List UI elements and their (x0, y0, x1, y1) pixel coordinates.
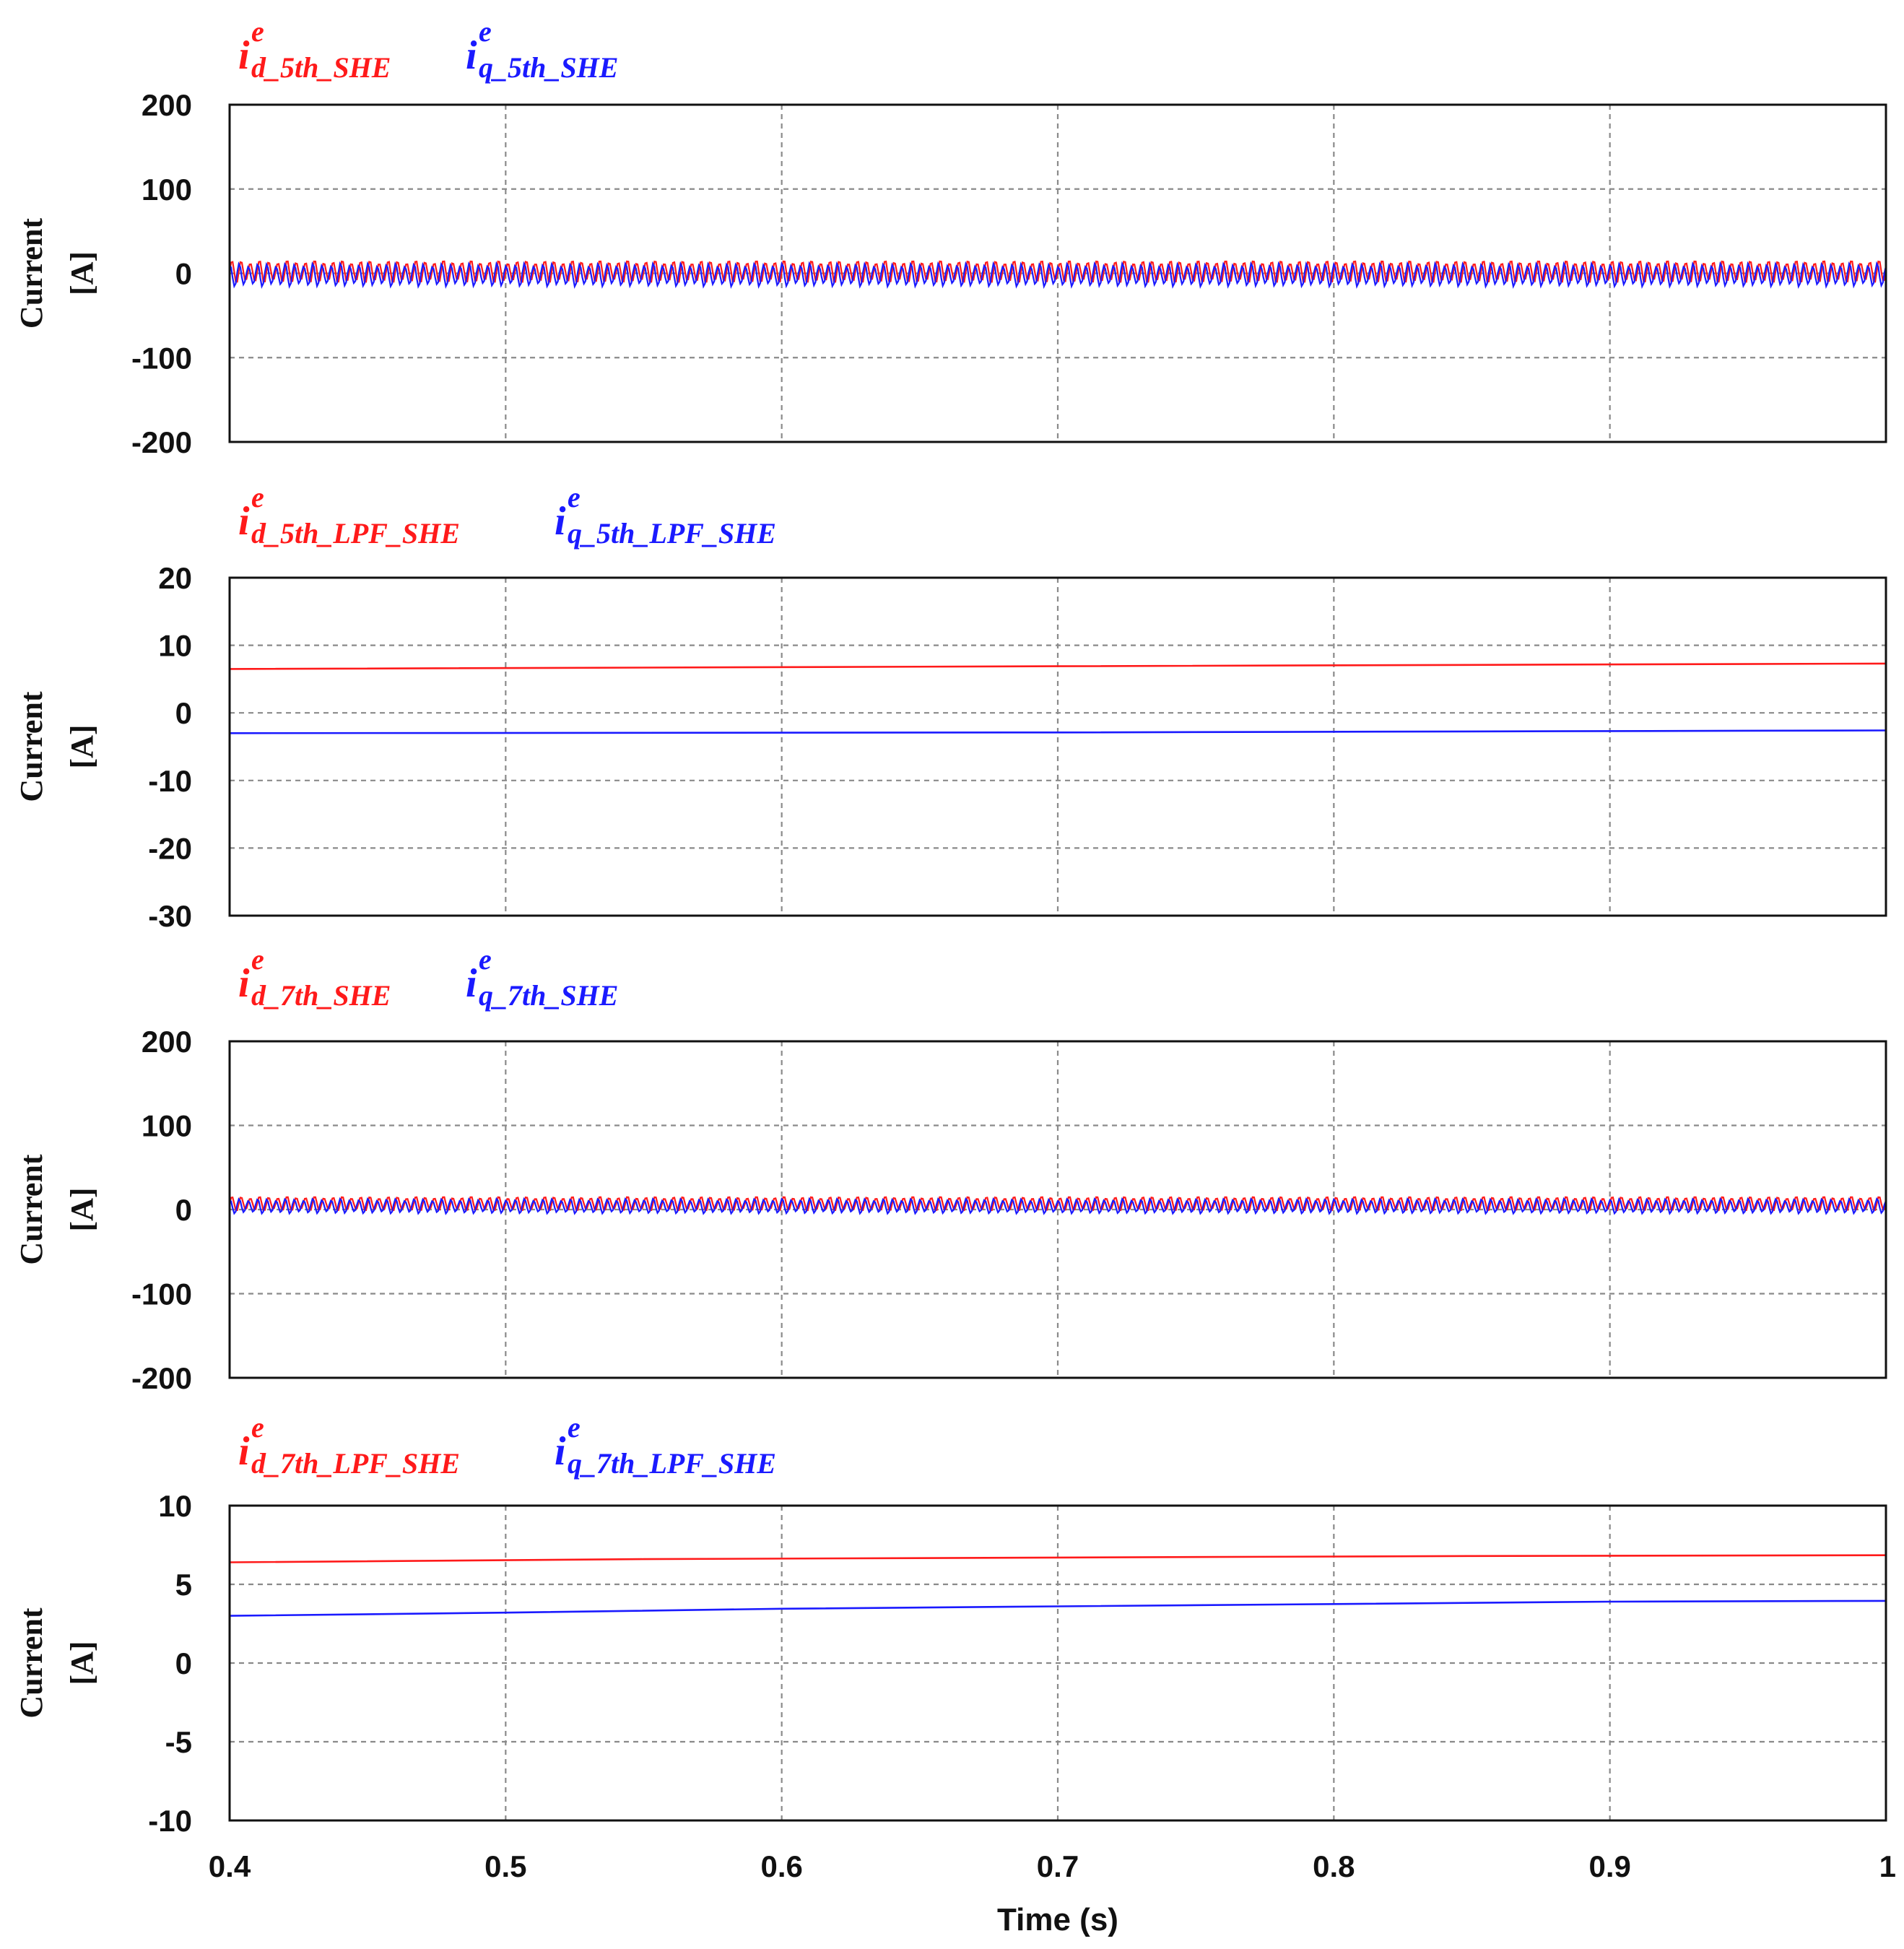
legend-entry: ied_7th_LPF_SHE (238, 1411, 460, 1480)
x-tick-label: 0.8 (1313, 1849, 1355, 1883)
legend-subscript: d_7th_SHE (251, 979, 391, 1012)
y-axis-unit: [A] (64, 251, 100, 295)
y-axis-unit: [A] (64, 1187, 100, 1231)
legend-superscript: e (251, 481, 264, 513)
legend-subscript: q_5th_LPF_SHE (568, 517, 776, 550)
y-tick-label: 0 (175, 257, 192, 291)
legend-subscript: q_7th_SHE (479, 979, 618, 1012)
legend-symbol: i (466, 33, 477, 78)
legend-entry: ie d_5th_LPF_SHE (238, 481, 460, 550)
y-axis-label: Current (14, 691, 49, 802)
legend-superscript: e (568, 1411, 581, 1444)
x-tick-label: 0.5 (484, 1849, 526, 1883)
legend-entry: ied_7th_SHE (238, 943, 391, 1012)
series-group (230, 1554, 1886, 1617)
y-tick-label: -10 (148, 764, 192, 798)
series-i_q_7th_LPF_SHE (230, 1599, 1886, 1617)
series-i_d_5th_SHE (230, 260, 1886, 283)
y-tick-label: -100 (131, 341, 192, 375)
legend-entry: ie q_5th_LPF_SHE (555, 481, 776, 550)
x-axis-label: Time (s) (997, 1902, 1118, 1937)
y-tick-label: -100 (131, 1277, 192, 1311)
y-tick-label: -5 (165, 1725, 192, 1759)
y-tick-label: 5 (175, 1568, 192, 1602)
y-tick-label: -200 (131, 1361, 192, 1395)
series-i_d_7th_LPF_SHE (230, 1554, 1886, 1563)
y-axis-label: Current (14, 1607, 49, 1719)
x-tick-label: 0.4 (209, 1849, 251, 1883)
legend-symbol: i (555, 499, 566, 544)
legend-entry: ied_5th_SHE (238, 15, 391, 84)
plot-frame (228, 1504, 1887, 1822)
y-tick-label: -30 (148, 899, 192, 933)
series-i_d_7th_SHE (230, 1196, 1886, 1212)
y-axis-label: Current (14, 218, 49, 329)
legend-subscript: d_7th_LPF_SHE (251, 1447, 460, 1480)
legend-entry: ieq_5th_SHE (466, 15, 618, 84)
series-i_q_5th_LPF_SHE (230, 729, 1886, 734)
y-tick-label: 100 (142, 173, 192, 207)
legend-symbol: i (555, 1429, 566, 1474)
legend-subscript: d_5th_LPF_SHE (251, 517, 460, 550)
y-tick-label: 20 (158, 561, 192, 595)
x-tick-label: 0.6 (760, 1849, 802, 1883)
legend-symbol: i (466, 961, 477, 1006)
y-tick-label: 10 (158, 629, 192, 663)
y-tick-label: 200 (142, 88, 192, 122)
y-axis-label: Current (14, 1154, 49, 1265)
series-group (230, 1196, 1886, 1215)
plot-frame (228, 103, 1887, 443)
legend-entry: ieq_7th_LPF_SHE (555, 1411, 776, 1480)
legend-superscript: e (251, 15, 264, 48)
legend-subscript: d_5th_SHE (251, 51, 391, 84)
legend-symbol: i (238, 1429, 250, 1474)
y-tick-label: -20 (148, 831, 192, 865)
x-tick-label: 1 (1879, 1849, 1896, 1883)
legend-symbol: i (238, 33, 250, 78)
y-tick-label: 0 (175, 696, 192, 730)
legend-superscript: e (251, 1411, 264, 1444)
legend-symbol: i (238, 499, 250, 544)
legend-superscript: e (479, 943, 492, 976)
x-tick-label: 0.7 (1037, 1849, 1079, 1883)
series-group (230, 662, 1886, 734)
y-tick-label: 200 (142, 1025, 192, 1059)
y-tick-label: 10 (158, 1489, 192, 1523)
y-axis-unit: [A] (64, 724, 100, 768)
plot-frame (228, 1040, 1887, 1379)
y-tick-label: -200 (131, 425, 192, 459)
legend-entry: ieq_7th_SHE (466, 943, 618, 1012)
y-axis-unit: [A] (64, 1641, 100, 1685)
y-tick-label: -10 (148, 1804, 192, 1838)
series-group (230, 260, 1886, 290)
legend-subscript: q_5th_SHE (479, 51, 618, 84)
legend-superscript: e (251, 943, 264, 976)
x-tick-label: 0.9 (1588, 1849, 1630, 1883)
series-i_q_5th_SHE (230, 261, 1886, 290)
legend-superscript: e (568, 481, 581, 513)
series-i_q_7th_SHE (230, 1197, 1886, 1215)
y-tick-label: 0 (175, 1193, 192, 1227)
series-i_d_5th_LPF_SHE (230, 662, 1886, 670)
y-tick-label: 100 (142, 1109, 192, 1143)
legend-subscript: q_7th_LPF_SHE (568, 1447, 776, 1480)
plot-frame (228, 576, 1887, 917)
legend-superscript: e (479, 15, 492, 48)
y-tick-label: 0 (175, 1646, 192, 1680)
legend-symbol: i (238, 961, 250, 1006)
